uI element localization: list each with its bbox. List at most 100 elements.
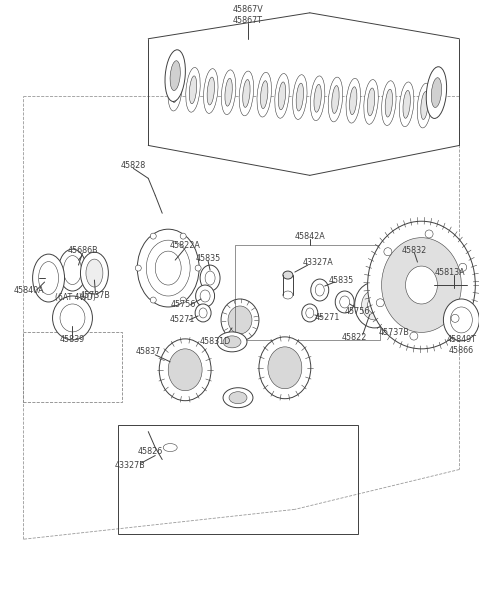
Text: (6AT 4WD): (6AT 4WD)	[55, 294, 96, 303]
Ellipse shape	[200, 290, 210, 302]
Ellipse shape	[311, 76, 325, 121]
Ellipse shape	[293, 74, 307, 119]
Ellipse shape	[382, 81, 396, 125]
Ellipse shape	[368, 297, 382, 313]
Text: 43327A: 43327A	[302, 258, 333, 267]
Ellipse shape	[205, 271, 215, 285]
Text: 45756: 45756	[170, 300, 196, 310]
Ellipse shape	[367, 88, 375, 116]
Ellipse shape	[239, 71, 253, 116]
Ellipse shape	[171, 74, 179, 102]
Ellipse shape	[335, 291, 354, 313]
Text: 45839: 45839	[60, 335, 85, 345]
Ellipse shape	[340, 296, 350, 308]
Circle shape	[425, 230, 433, 238]
Text: 45686B: 45686B	[67, 246, 98, 255]
Ellipse shape	[137, 229, 199, 307]
Text: 45271: 45271	[169, 316, 195, 324]
Ellipse shape	[170, 61, 180, 90]
Ellipse shape	[186, 67, 200, 112]
Ellipse shape	[217, 332, 247, 352]
Ellipse shape	[403, 90, 410, 118]
Text: 45826: 45826	[138, 447, 163, 456]
Ellipse shape	[450, 307, 472, 333]
Text: 45737B: 45737B	[379, 329, 410, 337]
Ellipse shape	[283, 291, 293, 299]
Ellipse shape	[261, 81, 268, 109]
Ellipse shape	[364, 80, 378, 124]
Ellipse shape	[159, 339, 211, 401]
Ellipse shape	[223, 336, 241, 348]
Ellipse shape	[155, 251, 181, 285]
Ellipse shape	[382, 238, 461, 332]
Text: 45271: 45271	[315, 313, 340, 323]
Ellipse shape	[189, 76, 197, 104]
Ellipse shape	[311, 279, 329, 301]
Ellipse shape	[383, 288, 417, 328]
Ellipse shape	[306, 308, 314, 318]
Ellipse shape	[165, 50, 185, 102]
Ellipse shape	[275, 73, 289, 118]
Ellipse shape	[315, 284, 324, 296]
Ellipse shape	[444, 299, 480, 341]
Ellipse shape	[81, 252, 108, 294]
Ellipse shape	[196, 285, 215, 307]
Circle shape	[180, 297, 186, 303]
Ellipse shape	[221, 70, 236, 115]
Ellipse shape	[268, 347, 302, 389]
Ellipse shape	[355, 282, 395, 328]
Text: 45822: 45822	[342, 333, 367, 342]
Text: 45837: 45837	[136, 348, 161, 356]
Ellipse shape	[399, 82, 414, 126]
Ellipse shape	[146, 240, 190, 296]
Ellipse shape	[38, 262, 59, 294]
Text: 45737B: 45737B	[80, 291, 111, 300]
Text: 45842A: 45842A	[294, 232, 325, 241]
Text: 45832: 45832	[402, 246, 427, 255]
Circle shape	[410, 332, 418, 340]
Ellipse shape	[60, 304, 85, 332]
Ellipse shape	[328, 77, 343, 122]
Ellipse shape	[349, 87, 357, 115]
Ellipse shape	[361, 290, 387, 320]
Text: 45813A: 45813A	[435, 268, 465, 277]
Text: 45835: 45835	[329, 275, 354, 284]
Text: 45831D: 45831D	[200, 337, 231, 346]
Ellipse shape	[207, 77, 215, 105]
Ellipse shape	[229, 392, 247, 404]
Ellipse shape	[243, 80, 250, 108]
Ellipse shape	[195, 304, 211, 322]
Circle shape	[376, 299, 384, 307]
Bar	[119, 424, 358, 534]
Circle shape	[150, 233, 156, 239]
Text: 45867V
45867T: 45867V 45867T	[233, 5, 264, 24]
Ellipse shape	[228, 306, 252, 334]
Ellipse shape	[259, 337, 311, 399]
Ellipse shape	[63, 256, 82, 284]
Ellipse shape	[221, 299, 259, 341]
Ellipse shape	[59, 249, 86, 291]
Ellipse shape	[302, 304, 318, 322]
Ellipse shape	[332, 86, 339, 113]
Text: 45835: 45835	[195, 254, 221, 262]
Ellipse shape	[385, 89, 393, 117]
Ellipse shape	[368, 221, 475, 349]
Ellipse shape	[283, 271, 293, 279]
Circle shape	[195, 265, 201, 271]
Circle shape	[459, 264, 467, 271]
Ellipse shape	[52, 296, 93, 340]
Ellipse shape	[163, 444, 177, 452]
Ellipse shape	[86, 259, 103, 287]
Ellipse shape	[417, 83, 432, 128]
Text: 45840A: 45840A	[13, 285, 44, 294]
Text: 45822A: 45822A	[170, 241, 201, 249]
Ellipse shape	[432, 77, 442, 108]
Ellipse shape	[204, 69, 218, 113]
Ellipse shape	[199, 308, 207, 318]
Text: 45756: 45756	[345, 307, 371, 316]
Text: 45828: 45828	[120, 161, 146, 170]
Bar	[23, 332, 122, 402]
Ellipse shape	[296, 83, 303, 111]
Circle shape	[180, 233, 186, 239]
Ellipse shape	[314, 85, 321, 112]
